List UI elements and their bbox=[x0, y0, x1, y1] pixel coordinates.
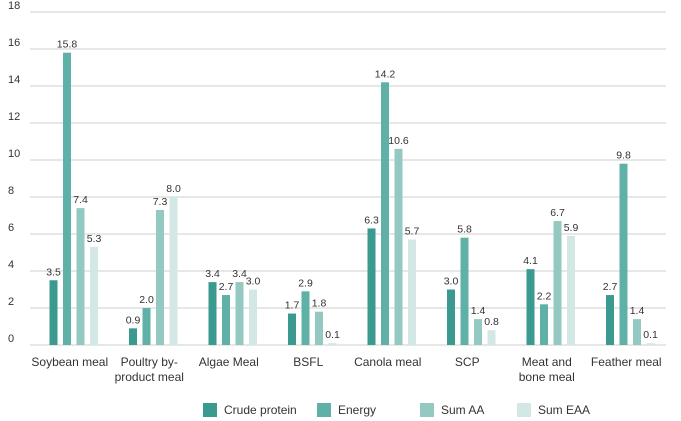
bar-meat-and-bone-meal-sum-aa bbox=[553, 221, 562, 345]
legend: Crude protein Energy Sum AA Sum EAA bbox=[203, 403, 590, 417]
data-label-poultry-by-product-meal-sum-eaa: 8.0 bbox=[166, 183, 181, 195]
data-label-canola-meal-energy: 14.2 bbox=[375, 68, 396, 80]
data-labels: 3.515.87.45.30.92.07.38.03.42.73.43.01.7… bbox=[46, 39, 658, 341]
y-tick-label-16: 16 bbox=[8, 37, 20, 49]
data-label-scp-crude-protein: 3.0 bbox=[444, 276, 459, 288]
y-tick-label-12: 12 bbox=[8, 111, 20, 123]
data-label-scp-sum-eaa: 0.8 bbox=[484, 316, 499, 328]
bar-algae-meal-crude-protein bbox=[208, 282, 217, 345]
bar-bsfl-energy bbox=[301, 291, 310, 345]
data-label-scp-energy: 5.8 bbox=[457, 224, 472, 236]
data-label-poultry-by-product-meal-sum-aa: 7.3 bbox=[153, 196, 168, 208]
bar-algae-meal-sum-eaa bbox=[249, 289, 257, 345]
data-label-canola-meal-crude-protein: 6.3 bbox=[364, 214, 379, 226]
bar-poultry-by-product-meal-energy bbox=[142, 308, 151, 345]
data-label-algae-meal-sum-eaa: 3.0 bbox=[246, 276, 261, 288]
bar-scp-sum-eaa bbox=[487, 330, 496, 345]
data-label-soybean-meal-sum-aa: 7.4 bbox=[73, 194, 88, 206]
bar-poultry-by-product-meal-crude-protein bbox=[129, 328, 137, 345]
data-label-bsfl-sum-aa: 1.8 bbox=[312, 298, 327, 310]
bar-feather-meal-crude-protein bbox=[606, 295, 614, 345]
bar-bsfl-sum-eaa bbox=[328, 343, 337, 345]
data-label-bsfl-energy: 2.9 bbox=[298, 277, 313, 289]
legend-swatch-sum-aa bbox=[420, 403, 434, 417]
bar-algae-meal-energy bbox=[222, 295, 230, 345]
data-label-bsfl-crude-protein: 1.7 bbox=[285, 300, 300, 312]
x-tick-label-soybean-meal: Soybean meal bbox=[31, 355, 108, 369]
x-axis: Soybean meal Poultry by-product meal Algae… bbox=[31, 355, 661, 384]
bar-scp-energy bbox=[460, 237, 469, 345]
bar-feather-meal-sum-eaa bbox=[646, 343, 655, 345]
bar-bsfl-sum-aa bbox=[315, 311, 323, 345]
data-label-scp-sum-aa: 1.4 bbox=[471, 305, 486, 317]
bar-canola-meal-sum-aa bbox=[394, 148, 403, 345]
y-tick-label-6: 6 bbox=[8, 222, 14, 234]
data-label-meat-and-bone-meal-sum-eaa: 5.9 bbox=[564, 222, 579, 234]
bar-soybean-meal-sum-aa bbox=[76, 208, 85, 345]
bar-soybean-meal-sum-eaa bbox=[90, 246, 98, 345]
x-tick-label-algae-meal: Algae Meal bbox=[199, 355, 259, 369]
data-label-soybean-meal-energy: 15.8 bbox=[57, 39, 78, 51]
data-label-feather-meal-sum-aa: 1.4 bbox=[630, 305, 645, 317]
legend-label-sum-aa: Sum AA bbox=[441, 403, 484, 417]
y-tick-label-0: 0 bbox=[8, 333, 14, 345]
data-label-algae-meal-crude-protein: 3.4 bbox=[205, 268, 220, 280]
legend-label-sum-eaa: Sum EAA bbox=[538, 403, 590, 417]
legend-label-energy: Energy bbox=[338, 403, 376, 417]
data-label-soybean-meal-crude-protein: 3.5 bbox=[46, 266, 61, 278]
x-tick-label-canola-meal: Canola meal bbox=[354, 355, 421, 369]
bar-soybean-meal-energy bbox=[63, 52, 71, 345]
data-label-meat-and-bone-meal-crude-protein: 4.1 bbox=[523, 255, 538, 267]
x-tick-label-feather-meal: Feather meal bbox=[591, 355, 662, 369]
data-label-feather-meal-energy: 9.8 bbox=[616, 150, 631, 162]
bar-meat-and-bone-meal-crude-protein bbox=[526, 269, 535, 345]
data-label-bsfl-sum-eaa: 0.1 bbox=[325, 329, 340, 341]
legend-swatch-crude-protein bbox=[203, 403, 217, 417]
bar-meat-and-bone-meal-sum-eaa bbox=[567, 235, 575, 345]
x-tick-label-bsfl: BSFL bbox=[293, 355, 323, 369]
bar-scp-crude-protein bbox=[447, 289, 455, 345]
y-tick-label-2: 2 bbox=[8, 296, 14, 308]
bar-soybean-meal-crude-protein bbox=[49, 280, 58, 345]
legend-swatch-sum-eaa bbox=[517, 403, 531, 417]
y-tick-label-14: 14 bbox=[8, 74, 20, 86]
data-label-canola-meal-sum-eaa: 5.7 bbox=[405, 226, 420, 238]
data-label-feather-meal-crude-protein: 2.7 bbox=[603, 281, 618, 293]
data-label-canola-meal-sum-aa: 10.6 bbox=[388, 135, 409, 147]
x-tick-label-meat-and-bone-meal: Meat and bone meal bbox=[519, 355, 575, 384]
bar-bsfl-crude-protein bbox=[288, 313, 296, 345]
bar-canola-meal-crude-protein bbox=[367, 228, 376, 345]
y-tick-label-4: 4 bbox=[8, 259, 14, 271]
bar-canola-meal-sum-eaa bbox=[408, 239, 416, 345]
y-axis: 0 2 4 6 8 10 12 14 16 18 bbox=[8, 0, 20, 345]
bar-canola-meal-energy bbox=[381, 82, 389, 346]
bars bbox=[49, 52, 655, 346]
bar-poultry-by-product-meal-sum-eaa bbox=[169, 197, 178, 345]
data-label-meat-and-bone-meal-sum-aa: 6.7 bbox=[550, 207, 565, 219]
data-label-poultry-by-product-meal-energy: 2.0 bbox=[139, 294, 154, 306]
bar-algae-meal-sum-aa bbox=[235, 282, 244, 345]
y-tick-label-10: 10 bbox=[8, 148, 20, 160]
data-label-algae-meal-sum-aa: 3.4 bbox=[232, 268, 247, 280]
gridlines bbox=[30, 11, 666, 346]
legend-swatch-energy bbox=[317, 403, 331, 417]
data-label-meat-and-bone-meal-energy: 2.2 bbox=[537, 290, 552, 302]
y-tick-label-8: 8 bbox=[8, 185, 14, 197]
x-tick-label-scp: SCP bbox=[455, 355, 480, 369]
legend-label-crude-protein: Crude protein bbox=[224, 403, 297, 417]
data-label-feather-meal-sum-eaa: 0.1 bbox=[643, 329, 658, 341]
data-label-soybean-meal-sum-eaa: 5.3 bbox=[87, 233, 102, 245]
bar-poultry-by-product-meal-sum-aa bbox=[156, 209, 164, 345]
data-label-poultry-by-product-meal-crude-protein: 0.9 bbox=[126, 314, 141, 326]
data-label-algae-meal-energy: 2.7 bbox=[219, 281, 234, 293]
y-tick-label-18: 18 bbox=[8, 0, 20, 12]
bar-feather-meal-energy bbox=[619, 163, 628, 345]
bar-feather-meal-sum-aa bbox=[633, 319, 641, 345]
bar-scp-sum-aa bbox=[474, 319, 482, 345]
bar-meat-and-bone-meal-energy bbox=[540, 304, 548, 345]
x-tick-label-poultry-by-product-meal: Poultry by-product meal bbox=[115, 355, 184, 384]
